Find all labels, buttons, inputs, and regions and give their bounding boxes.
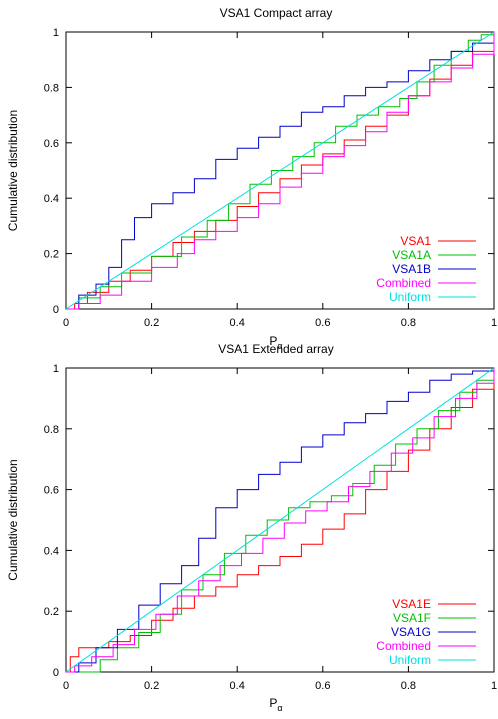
chart-1: VSA1 Compact array 0 0.2 0.4 0.6 0.8 1 0 0.2 0.4 0… [6, 6, 497, 351]
legend-label: VSA1A [392, 248, 431, 262]
y-tick-label: 1 [53, 27, 59, 39]
plot-frame [65, 367, 495, 673]
legend-label: VSA1B [392, 262, 431, 276]
y-tick-label: 0.6 [44, 485, 59, 497]
chart-title: VSA1 Compact array [220, 6, 333, 20]
legend-label: VSA1G [391, 625, 431, 639]
legend-label: Uniform [389, 653, 431, 667]
series-line-uniform [65, 31, 495, 310]
series-line-vsa1b [66, 32, 495, 310]
x-tick-label: 1 [491, 317, 497, 329]
y-tick-label: 0.6 [44, 138, 59, 150]
y-tick-label: 0.8 [44, 424, 59, 436]
x-tick-label: 0.2 [144, 680, 159, 692]
x-tick-label: 0.6 [315, 317, 330, 329]
y-tick-label: 0.2 [44, 249, 59, 261]
x-tick-label: 0 [63, 317, 69, 329]
legend-label: Combined [376, 276, 431, 290]
y-tick-label: 0.4 [44, 545, 59, 557]
legend-label: VSA1 [400, 234, 431, 248]
y-tick-label: 0.4 [44, 193, 59, 205]
legend-label: Combined [376, 639, 431, 653]
plot-frame [65, 31, 495, 310]
series-line-combined [66, 368, 495, 673]
y-tick-label: 1 [53, 363, 59, 375]
y-axis-label: Cumulative distribution [6, 110, 20, 231]
x-tick-label: 1 [491, 680, 497, 692]
y-axis-label: Cumulative distribution [6, 459, 20, 580]
x-tick-label: 0.8 [401, 317, 416, 329]
series-line-uniform [65, 367, 495, 673]
x-tick-label: 0.4 [230, 317, 245, 329]
x-tick-label: 0 [63, 680, 69, 692]
legend-label: VSA1E [392, 597, 431, 611]
y-tick-label: 0 [53, 667, 59, 679]
x-axis-label: Pα [269, 334, 282, 351]
legend-label: Uniform [389, 290, 431, 304]
series-line-vsa1e [66, 368, 495, 673]
x-axis-label: Pα [269, 696, 282, 713]
x-tick-label: 0.6 [315, 680, 330, 692]
series-line-combined [66, 32, 495, 310]
x-tick-label: 0.4 [230, 680, 245, 692]
y-tick-label: 0.8 [44, 82, 59, 94]
chart-2: VSA1 Extended array 0 0.2 0.4 0.6 0.8 1 0 0.2 0.4… [6, 342, 497, 713]
y-tick-label: 0 [53, 304, 59, 316]
legend-label: VSA1F [393, 611, 431, 625]
x-tick-label: 0.8 [401, 680, 416, 692]
chart-title: VSA1 Extended array [218, 342, 333, 356]
x-tick-label: 0.2 [144, 317, 159, 329]
y-tick-label: 0.2 [44, 606, 59, 618]
